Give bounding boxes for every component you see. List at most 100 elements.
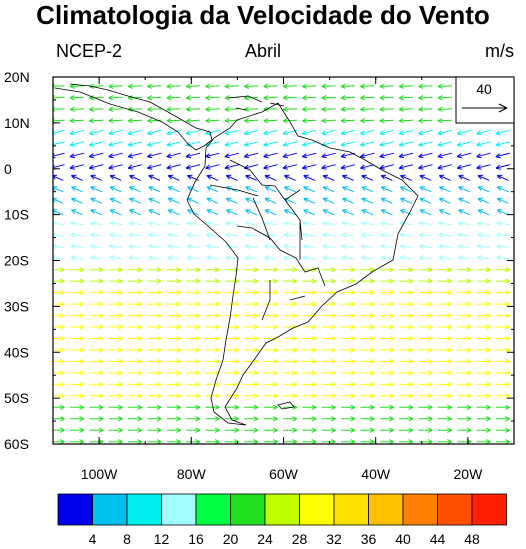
- wind-arrow: [128, 335, 143, 342]
- wind-vector-field: [53, 83, 511, 444]
- wind-arrow: [53, 83, 65, 89]
- wind-arrow: [283, 358, 298, 365]
- wind-arrow: [379, 278, 395, 284]
- wind-arrow: [244, 370, 259, 376]
- wind-arrow: [89, 427, 104, 433]
- wind-arrow: [89, 232, 103, 238]
- wind-arrow: [495, 335, 511, 342]
- wind-arrow: [379, 439, 395, 444]
- wind-arrow: [321, 83, 336, 89]
- wind-arrow: [109, 186, 122, 193]
- wind-arrow: [360, 358, 375, 365]
- wind-arrow: [263, 141, 278, 147]
- wind-arrow: [53, 370, 65, 376]
- wind-arrow: [205, 347, 220, 353]
- wind-arrow: [302, 221, 316, 227]
- wind-arrow: [495, 381, 511, 387]
- wind-arrow: [360, 290, 375, 296]
- wind-arrow: [476, 267, 491, 273]
- wind-arrow: [70, 370, 85, 376]
- wind-arrow: [400, 186, 412, 193]
- wind-arrow: [109, 221, 123, 227]
- central-america-coast: [54, 83, 213, 151]
- wind-arrow: [342, 174, 354, 181]
- wind-arrow: [437, 267, 453, 273]
- wind-arrow: [89, 301, 104, 307]
- wind-arrow: [109, 174, 122, 181]
- wind-arrow: [302, 278, 317, 284]
- wind-arrow: [283, 243, 297, 250]
- wind-arrow: [302, 404, 317, 410]
- wind-arrow: [302, 232, 316, 238]
- wind-arrow: [128, 439, 143, 444]
- wind-arrow: [380, 243, 394, 250]
- wind-arrow: [147, 164, 162, 170]
- wind-arrow: [322, 232, 336, 238]
- wind-arrow: [70, 278, 85, 284]
- wind-arrow: [379, 416, 395, 422]
- wind-arrow: [167, 243, 181, 250]
- wind-arrow: [205, 129, 220, 136]
- wind-arrow: [399, 381, 414, 387]
- wind-arrow: [128, 393, 143, 399]
- wind-arrow: [322, 243, 336, 250]
- wind-arrow: [147, 324, 162, 330]
- wind-arrow: [108, 312, 123, 319]
- wind-arrow: [302, 416, 317, 422]
- wind-arrow: [418, 404, 433, 410]
- wind-arrow: [186, 404, 201, 410]
- wind-arrow: [321, 267, 336, 273]
- wind-arrow: [398, 141, 414, 147]
- wind-arrow: [321, 393, 336, 399]
- wind-arrow: [88, 152, 104, 159]
- wind-arrow: [418, 439, 433, 444]
- wind-arrow: [245, 209, 258, 216]
- wind-arrow: [89, 118, 104, 124]
- wind-arrow: [53, 335, 65, 342]
- wind-arrow: [128, 381, 143, 387]
- wind-arrow: [71, 197, 83, 204]
- wind-arrow: [302, 106, 317, 112]
- wind-arrow: [244, 221, 258, 227]
- wind-arrow: [108, 267, 123, 273]
- wind-arrow: [321, 95, 336, 101]
- wind-arrow: [53, 393, 65, 399]
- wind-arrow: [244, 324, 259, 330]
- wind-arrow: [283, 439, 298, 444]
- lat-label: 20N: [4, 69, 30, 85]
- wind-arrow: [380, 221, 394, 227]
- lat-label: 0: [4, 161, 12, 177]
- wind-arrow: [205, 255, 219, 261]
- wind-arrow: [399, 278, 414, 284]
- wind-arrow: [69, 141, 85, 147]
- wind-arrow: [205, 290, 220, 296]
- wind-arrow: [303, 186, 316, 193]
- wind-arrow: [283, 381, 298, 387]
- wind-arrow: [379, 164, 394, 170]
- wind-arrow: [477, 209, 490, 216]
- colorbar-swatch: [264, 493, 300, 526]
- wind-arrow: [89, 370, 104, 376]
- wind-arrow: [89, 381, 104, 387]
- wind-arrow: [283, 347, 298, 353]
- wind-arrow: [495, 129, 511, 136]
- wind-arrow: [438, 232, 452, 238]
- wind-arrow: [380, 255, 394, 261]
- chart-title: Climatologia da Velocidade do Vento: [36, 0, 490, 30]
- wind-arrow: [244, 290, 259, 296]
- wind-arrow: [477, 174, 490, 181]
- wind-arrow: [360, 118, 375, 124]
- wind-arrow: [284, 209, 296, 216]
- wind-arrow: [437, 290, 453, 296]
- wind-arrow: [477, 186, 490, 193]
- wind-arrow: [341, 404, 356, 410]
- wind-arrow: [206, 174, 219, 181]
- wind-arrow: [89, 416, 104, 422]
- wind-arrow: [418, 324, 433, 330]
- wind-arrow: [302, 267, 317, 273]
- wind-arrow: [418, 381, 433, 387]
- wind-arrow: [496, 174, 509, 181]
- wind-arrow: [108, 335, 123, 342]
- wind-arrow: [53, 416, 65, 422]
- wind-arrow: [418, 335, 433, 342]
